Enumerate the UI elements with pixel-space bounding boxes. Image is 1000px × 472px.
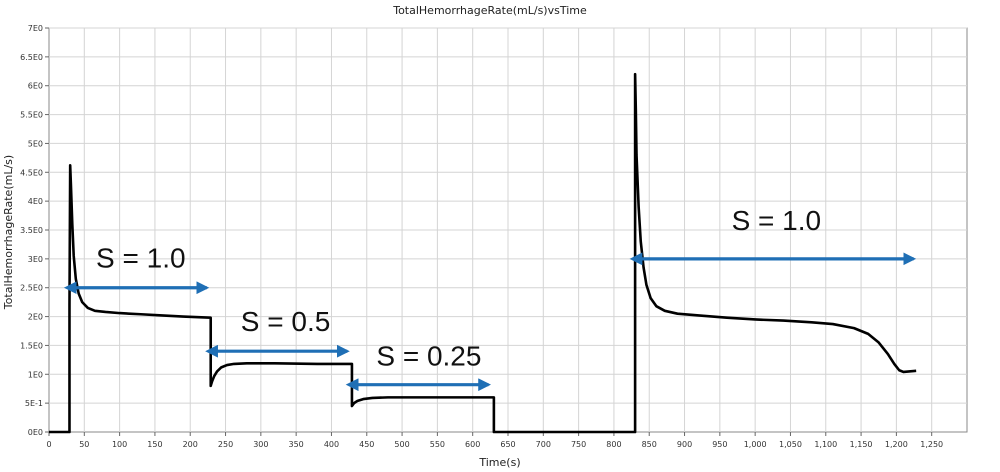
x-tick-label: 1,200: [885, 440, 908, 449]
x-tick-label: 350: [289, 440, 304, 449]
y-axis-ticks: 0E0 5E-1 1E0 1.5E0 2E0 2.5E0 3E0 3.5E0 4E0 4.5E0 5…: [20, 24, 49, 437]
annotation-label: S = 1.0: [732, 205, 822, 236]
x-tick-label: 200: [183, 440, 198, 449]
annotation-label: S = 0.25: [376, 341, 481, 372]
x-tick-label: 50: [79, 440, 89, 449]
annotation-label: S = 0.5: [241, 306, 331, 337]
y-tick-label: 4E0: [28, 197, 43, 206]
y-tick-label: 0E0: [28, 428, 43, 437]
x-tick-label: 700: [536, 440, 551, 449]
y-tick-label: 3E0: [28, 255, 43, 264]
y-tick-label: 6.5E0: [20, 53, 43, 62]
y-tick-label: 3.5E0: [20, 226, 43, 235]
x-tick-label: 550: [430, 440, 445, 449]
y-tick-label: 5E-1: [25, 399, 43, 408]
x-tick-label: 1,250: [920, 440, 943, 449]
x-tick-label: 500: [394, 440, 409, 449]
x-tick-label: 100: [112, 440, 127, 449]
x-tick-label: 400: [324, 440, 339, 449]
x-tick-label: 800: [606, 440, 621, 449]
y-tick-label: 1.5E0: [20, 341, 43, 350]
x-axis-ticks: 0 50 100 150 200 250 300 350 400 450 500 550 600 650 7…: [46, 432, 943, 449]
x-tick-label: 300: [253, 440, 268, 449]
x-tick-label: 450: [359, 440, 374, 449]
y-tick-label: 6E0: [28, 82, 43, 91]
y-tick-label: 2E0: [28, 313, 43, 322]
y-tick-label: 5E0: [28, 139, 43, 148]
x-tick-label: 1,000: [744, 440, 767, 449]
x-tick-label: 1,150: [850, 440, 873, 449]
chart-title: TotalHemorrhageRate(mL/s)vsTime: [392, 4, 587, 17]
x-tick-label: 850: [642, 440, 657, 449]
x-tick-label: 0: [46, 440, 51, 449]
y-axis-title: TotalHemorrhageRate(mL/s): [2, 155, 15, 310]
x-tick-label: 750: [571, 440, 586, 449]
y-tick-label: 1E0: [28, 370, 43, 379]
annotation-label: S = 1.0: [96, 243, 186, 274]
y-tick-label: 7E0: [28, 24, 43, 33]
x-tick-label: 650: [500, 440, 515, 449]
x-tick-label: 1,050: [779, 440, 802, 449]
x-tick-label: 1,100: [814, 440, 837, 449]
x-axis-title: Time(s): [478, 456, 520, 469]
x-tick-label: 600: [465, 440, 480, 449]
x-tick-label: 950: [712, 440, 727, 449]
x-tick-label: 150: [147, 440, 162, 449]
hemorrhage-rate-line: [49, 72, 917, 434]
y-tick-label: 5.5E0: [20, 111, 43, 120]
x-tick-label: 900: [677, 440, 692, 449]
annotations: S = 1.0 S = 0.5 S = 0.25 S = 1.0: [63, 205, 917, 392]
data-series: [49, 72, 917, 434]
x-tick-label: 250: [218, 440, 233, 449]
y-tick-label: 4.5E0: [20, 168, 43, 177]
y-tick-label: 2.5E0: [20, 284, 43, 293]
